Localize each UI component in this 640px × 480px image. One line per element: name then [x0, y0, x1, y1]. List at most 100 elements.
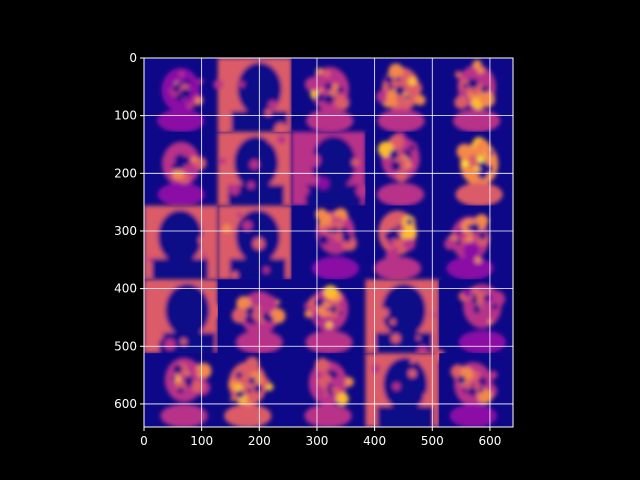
texture-blob — [389, 319, 396, 325]
heatmap-tiles — [144, 58, 513, 427]
texture-blob — [474, 256, 482, 264]
shoulder-blob — [160, 404, 208, 427]
texture-blob — [263, 267, 270, 274]
tile-r4-c0 — [144, 353, 218, 427]
texture-blob — [351, 158, 360, 167]
texture-blob — [472, 59, 482, 70]
texture-blob — [275, 299, 281, 305]
texture-blob — [466, 235, 474, 243]
tile-texture — [144, 205, 218, 281]
y-tick-label: 0 — [129, 51, 137, 65]
texture-blob — [190, 156, 197, 163]
shoulder-blob — [306, 108, 354, 133]
texture-blob — [299, 185, 310, 196]
tile-texture — [160, 357, 212, 427]
tile-r4-c3 — [365, 349, 445, 427]
texture-blob — [171, 167, 184, 180]
shadow-blob — [457, 375, 466, 385]
shadow-blob — [462, 388, 468, 393]
shoulder-blob — [304, 404, 352, 427]
silhouette-shoulders — [377, 406, 434, 427]
tile-r2-c4 — [439, 205, 513, 281]
shadow-blob — [409, 144, 416, 151]
texture-blob — [268, 100, 278, 111]
tile-texture — [311, 207, 360, 281]
texture-blob — [204, 279, 209, 284]
texture-blob — [230, 271, 239, 280]
texture-blob — [410, 358, 416, 364]
texture-blob — [193, 156, 207, 170]
texture-blob — [315, 357, 330, 373]
texture-blob — [462, 288, 472, 298]
shadow-blob — [175, 94, 183, 101]
shadow-blob — [477, 169, 488, 180]
tile-r0-c1 — [213, 58, 292, 137]
y-tick-label: 200 — [114, 166, 137, 180]
texture-blob — [191, 380, 204, 393]
shadow-blob — [491, 303, 498, 310]
texture-blob — [147, 208, 161, 221]
shoulder-blob — [311, 256, 360, 281]
shadow-blob — [184, 378, 193, 387]
texture-blob — [195, 362, 212, 379]
x-tick-label: 100 — [190, 434, 213, 448]
texture-blob — [307, 153, 321, 167]
shadow-blob — [246, 388, 252, 394]
texture-blob — [387, 239, 395, 247]
texture-blob — [270, 308, 286, 324]
silhouette-shoulders — [228, 184, 285, 208]
shadow-blob — [186, 375, 193, 382]
shadow-blob — [184, 79, 190, 85]
texture-blob — [178, 71, 185, 77]
shadow-blob — [176, 82, 182, 88]
texture-blob — [376, 90, 390, 104]
tile-r3-c3 — [365, 279, 440, 356]
tile-r2-c3 — [365, 205, 440, 281]
shadow-blob — [393, 232, 401, 240]
shoulder-blob — [449, 404, 497, 427]
shadow-blob — [315, 93, 324, 102]
texture-blob — [371, 364, 381, 374]
texture-blob — [324, 306, 331, 312]
texture-blob — [304, 309, 313, 318]
tile-texture — [291, 131, 370, 208]
shadow-blob — [395, 85, 405, 96]
texture-blob — [317, 177, 330, 190]
x-tick-label: 300 — [306, 434, 329, 448]
shadow-blob — [478, 377, 487, 386]
shadow-blob — [472, 293, 477, 299]
texture-blob — [150, 330, 163, 343]
silhouette-head — [235, 210, 281, 264]
texture-blob — [189, 165, 199, 175]
texture-blob — [456, 143, 472, 160]
silhouette-head — [158, 210, 203, 264]
texture-blob — [202, 252, 207, 257]
texture-blob — [314, 386, 326, 398]
texture-blob — [277, 135, 287, 145]
shadow-blob — [177, 386, 184, 394]
texture-blob — [468, 157, 479, 168]
tile-texture — [144, 279, 224, 355]
texture-blob — [261, 378, 270, 387]
texture-blob — [392, 382, 401, 391]
x-tick-label: 500 — [421, 434, 444, 448]
texture-blob — [171, 102, 183, 115]
y-tick-label: 100 — [114, 109, 137, 123]
shadow-blob — [455, 239, 461, 245]
x-tick-label: 600 — [478, 434, 501, 448]
texture-blob — [395, 94, 407, 105]
silhouette-head — [311, 136, 356, 190]
texture-blob — [336, 392, 349, 406]
shadow-blob — [390, 160, 401, 171]
shadow-blob — [404, 149, 411, 156]
shoulder-blob — [455, 182, 503, 207]
tile-r1-c4 — [439, 131, 513, 207]
tile-texture — [455, 136, 503, 207]
texture-blob — [252, 237, 265, 250]
shadow-blob — [384, 231, 395, 241]
texture-blob — [408, 369, 417, 378]
texture-blob — [403, 238, 416, 251]
tile-texture — [373, 210, 422, 281]
x-tick-label: 0 — [140, 434, 148, 448]
